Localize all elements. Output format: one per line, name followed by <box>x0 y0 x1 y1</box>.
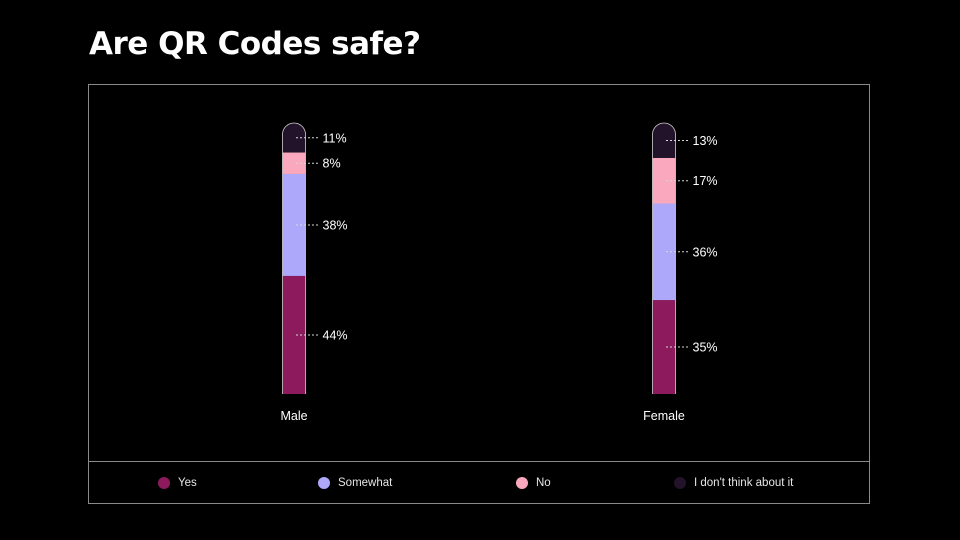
bar-segment-female-yes <box>652 300 676 394</box>
bar-group-female <box>652 123 676 394</box>
bar-segment-male-i-don-t-think-about-it <box>282 123 306 153</box>
data-label-male-i-don-t-think-about-it: 11% <box>323 131 347 145</box>
legend-label-i-don-t-think-about-it: I don't think about it <box>694 477 794 489</box>
legend-swatch-no <box>516 477 528 489</box>
data-label-female-somewhat: 36% <box>693 245 718 259</box>
legend-swatch-somewhat <box>318 477 330 489</box>
legend-label-somewhat: Somewhat <box>338 477 393 489</box>
data-label-male-no: 8% <box>323 157 341 171</box>
data-label-male-somewhat: 38% <box>323 218 348 232</box>
legend-label-yes: Yes <box>178 477 197 489</box>
legend-item-yes: Yes <box>158 475 197 491</box>
legend-item-i-don-t-think-about-it: I don't think about it <box>674 475 793 491</box>
legend-swatch-i-don-t-think-about-it <box>674 477 686 489</box>
chart-legend: Yes Somewhat No I don't think about it <box>88 462 870 504</box>
legend-item-somewhat: Somewhat <box>318 475 392 491</box>
legend-item-no: No <box>516 475 551 491</box>
bar-segment-female-no <box>652 157 676 204</box>
bar-segment-female-i-don-t-think-about-it <box>652 123 676 158</box>
data-label-female-i-don-t-think-about-it: 13% <box>693 134 718 148</box>
bar-segment-male-yes <box>282 275 306 394</box>
chart-frame <box>88 84 870 504</box>
chart-title: Are QR Codes safe? <box>89 26 421 62</box>
category-label-female: Female <box>643 409 685 423</box>
data-label-male-yes: 44% <box>323 328 348 342</box>
category-label-male: Male <box>280 409 307 423</box>
bar-segment-female-somewhat <box>652 203 676 301</box>
bar-base-male <box>280 394 308 408</box>
data-label-female-no: 17% <box>693 174 718 188</box>
bar-group-male <box>282 123 306 394</box>
bar-segment-male-no <box>282 152 306 174</box>
legend-label-no: No <box>536 477 551 489</box>
legend-divider <box>88 461 870 462</box>
bar-segment-male-somewhat <box>282 173 306 276</box>
legend-swatch-yes <box>158 477 170 489</box>
bar-base-female <box>650 394 678 408</box>
data-label-female-yes: 35% <box>693 341 718 355</box>
